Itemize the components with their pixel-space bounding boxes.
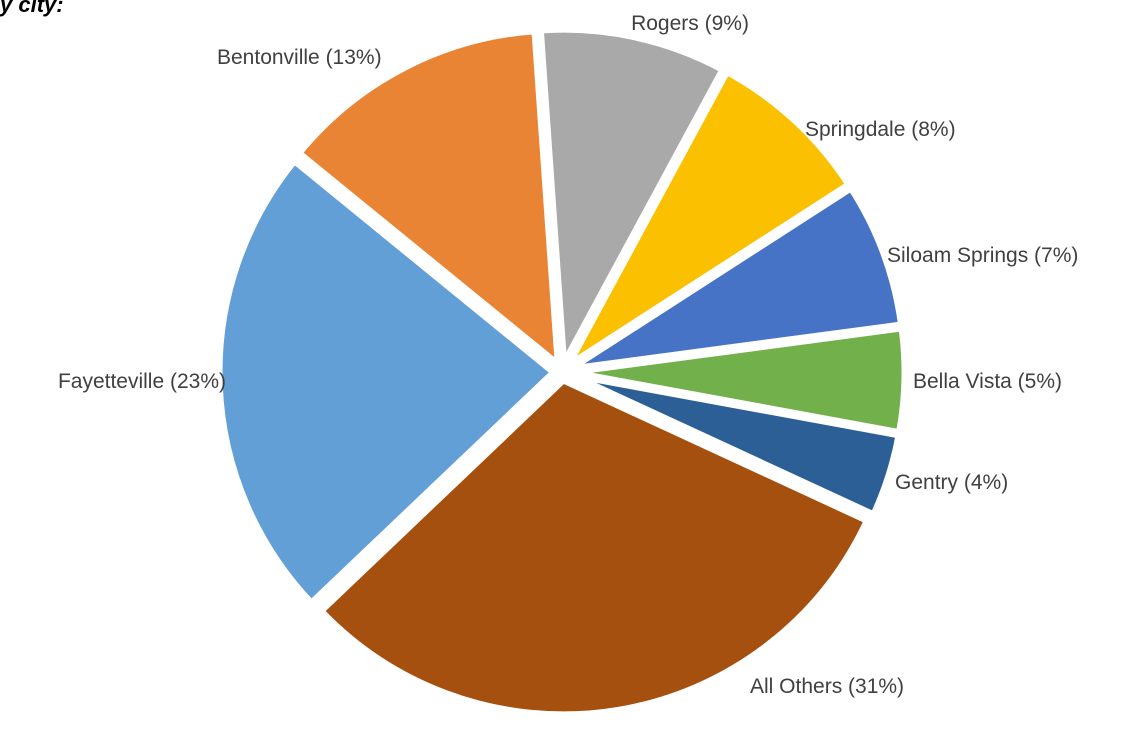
pie-label-siloam-springs: Siloam Springs (7%)	[887, 244, 1078, 267]
pie-slice-all-others	[317, 376, 871, 719]
pie-slice-rogers	[536, 25, 727, 368]
chart-title-fragment: y city:	[0, 0, 64, 17]
pie-slice-fayetteville	[215, 157, 558, 607]
pie-slice-springdale	[563, 67, 853, 370]
pie-slice-gentry	[566, 370, 903, 519]
pie-label-gentry: Gentry (4%)	[895, 471, 1008, 494]
pie-label-fayetteville: Fayetteville (23%)	[58, 370, 226, 393]
pie-slices	[215, 25, 909, 719]
pie-label-rogers: Rogers (9%)	[631, 12, 749, 35]
pie-label-springdale: Springdale (8%)	[805, 118, 956, 141]
pie-label-all-others: All Others (31%)	[750, 675, 904, 698]
pie-labels: Rogers (9%) Springdale (8%) Siloam Springs…	[58, 12, 1078, 698]
pie-label-bentonville: Bentonville (13%)	[217, 46, 382, 69]
pie-slice-bentonville	[295, 27, 562, 369]
pie-slice-siloam-springs	[566, 184, 906, 373]
pie-label-bella-vista: Bella Vista (5%)	[913, 370, 1062, 393]
